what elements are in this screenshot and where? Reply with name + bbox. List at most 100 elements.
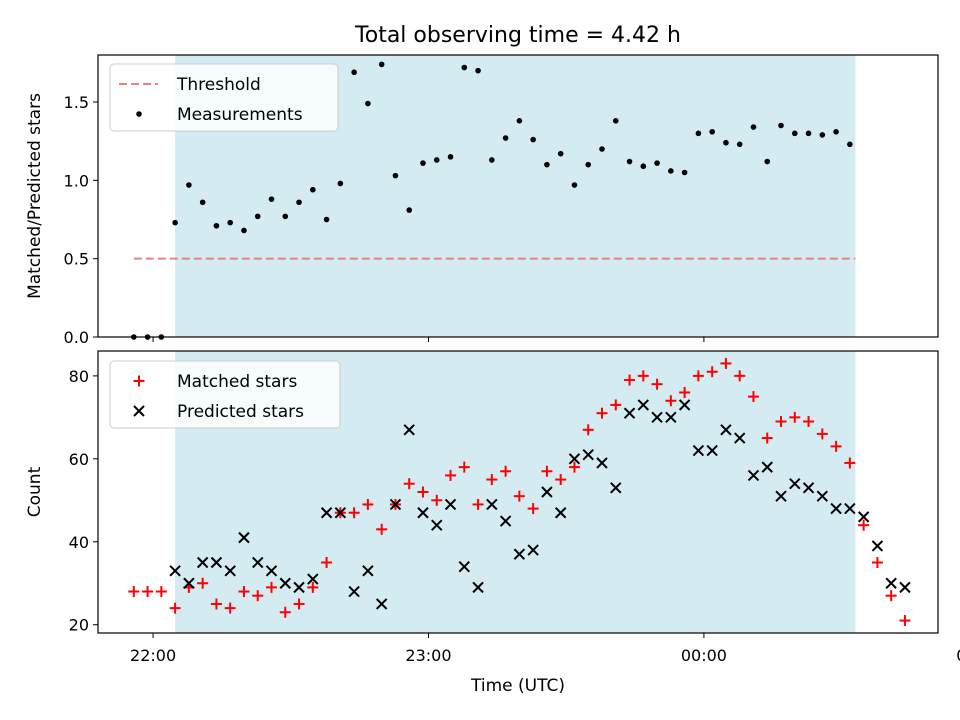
- measurement-point: [626, 158, 633, 165]
- predicted-point: [527, 544, 539, 556]
- predicted-point: [183, 577, 195, 589]
- matched-point: [624, 374, 636, 386]
- predicted-point: [320, 507, 333, 519]
- y-tick-label: 60: [69, 450, 89, 469]
- predicted-point: [789, 477, 801, 490]
- predicted-point: [279, 577, 291, 589]
- measurement-point: [186, 182, 192, 188]
- matched-point: [458, 461, 470, 473]
- axes-frame: [97, 54, 939, 338]
- measurement-point: [668, 168, 674, 174]
- matched-point: [858, 519, 870, 531]
- predicted-point: [417, 507, 429, 519]
- matched-point: [279, 606, 291, 618]
- count-panel: 2040608022:0023:0000:0001:0002:00CountMa…: [25, 350, 960, 665]
- measurement-point: [199, 199, 206, 206]
- predicted-point: [265, 565, 278, 577]
- predicted-point: [486, 498, 498, 511]
- legend-entry: Matched stars: [133, 372, 297, 392]
- measurement-point: [709, 128, 715, 135]
- matched-point: [210, 598, 222, 610]
- matched-point: [513, 490, 525, 502]
- axes-frame: [97, 350, 939, 634]
- series-matched-stars: [128, 357, 911, 627]
- y-axis-label: Matched/Predicted stars: [25, 93, 45, 299]
- measurement-point: [723, 139, 729, 146]
- legend-label: Measurements: [177, 105, 303, 125]
- predicted-point: [830, 502, 842, 515]
- measurement-point: [819, 132, 826, 138]
- measurement-point: [489, 157, 495, 163]
- matched-point: [403, 478, 415, 490]
- y-tick-label: 20: [69, 616, 89, 635]
- measurement-point: [351, 69, 357, 76]
- predicted-point: [348, 585, 360, 598]
- predicted-point: [844, 502, 856, 515]
- measurement-point: [282, 213, 289, 220]
- measurement-point: [654, 160, 660, 166]
- measurement-point: [392, 172, 399, 179]
- matched-point: [775, 416, 787, 427]
- legend-marker: [133, 405, 145, 417]
- predicted-point: [692, 444, 705, 457]
- matched-point: [472, 498, 484, 510]
- measurement-point: [530, 136, 536, 143]
- y-axis-label: Count: [25, 466, 45, 517]
- predicted-point: [582, 448, 594, 461]
- legend-marker: [133, 375, 145, 387]
- matched-point: [376, 523, 388, 535]
- predicted-point: [623, 407, 636, 419]
- matched-point: [307, 581, 319, 593]
- matched-point: [527, 503, 539, 515]
- predicted-point: [678, 399, 691, 411]
- y-tick-label: 1.0: [64, 171, 89, 190]
- legend-entry: Threshold: [119, 75, 261, 95]
- measurement-point: [406, 207, 413, 213]
- predicted-point: [720, 424, 732, 436]
- legend-entry: Predicted stars: [133, 402, 304, 422]
- predicted-point: [761, 461, 773, 473]
- predicted-point: [196, 556, 209, 569]
- matched-point: [541, 465, 553, 477]
- measurement-point: [337, 180, 344, 187]
- predicted-point: [458, 560, 471, 573]
- measurement-point: [268, 196, 275, 202]
- measurement-point: [544, 161, 550, 168]
- matched-point: [224, 602, 236, 614]
- measurement-point: [764, 158, 771, 165]
- measurement-point: [599, 146, 605, 152]
- predicted-point: [252, 556, 264, 569]
- predicted-point: [733, 432, 746, 444]
- measurement-point: [516, 118, 523, 124]
- predicted-point: [375, 598, 388, 610]
- measurement-point: [805, 130, 812, 137]
- predicted-point: [568, 453, 581, 465]
- predicted-point: [389, 498, 402, 511]
- measurement-point: [365, 100, 371, 107]
- measurement-point: [227, 219, 233, 226]
- measurement-point: [640, 163, 647, 170]
- matched-point: [582, 424, 594, 436]
- measurement-point: [791, 130, 798, 137]
- predicted-point: [885, 577, 897, 589]
- matched-point: [293, 598, 305, 610]
- matched-point: [844, 457, 856, 469]
- y-tick-label: 0.5: [64, 250, 89, 269]
- predicted-point: [541, 486, 553, 498]
- ratio-panel: 0.0 0.5 1.0 1.5 Matched/Predicted stars Thres…: [25, 54, 939, 347]
- measurement-point: [433, 157, 440, 163]
- matched-point: [445, 469, 457, 481]
- matched-point: [142, 586, 154, 598]
- matched-point: [830, 440, 842, 452]
- y-tick-label: 40: [69, 533, 89, 552]
- chart-title: Total observing time = 4.42 h: [354, 23, 681, 48]
- measurement-point: [323, 216, 330, 223]
- matched-point: [706, 366, 718, 378]
- measurement-point: [557, 150, 564, 157]
- matched-point: [803, 416, 815, 427]
- matched-point: [610, 399, 622, 411]
- measurement-point: [585, 161, 592, 168]
- matched-point: [816, 428, 828, 440]
- matched-point: [321, 557, 333, 568]
